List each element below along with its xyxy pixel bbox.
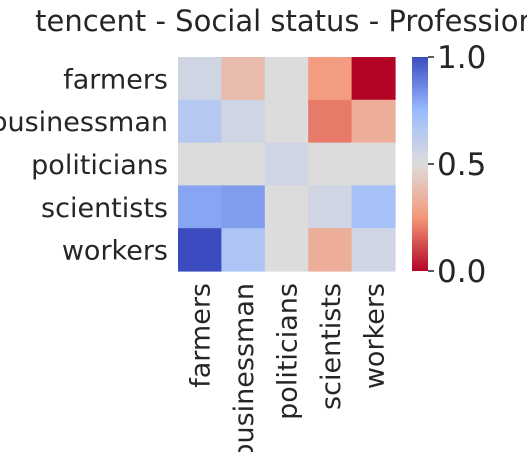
heatmap-cell-scientists-farmers bbox=[178, 185, 222, 229]
heatmap-cell-businessman-politicians bbox=[264, 99, 309, 144]
heatmap-cell-farmers-businessman bbox=[221, 57, 266, 101]
column-label-scientists: scientists bbox=[316, 283, 347, 410]
heatmap-cell-farmers-workers bbox=[351, 57, 396, 101]
heatmap-cell-politicians-businessman bbox=[221, 142, 266, 186]
column-label-politicians: politicians bbox=[273, 283, 304, 420]
heatmap-cell-politicians-politicians bbox=[264, 142, 309, 186]
heatmap-cell-workers-workers bbox=[351, 228, 396, 272]
heatmap-cell-workers-farmers bbox=[178, 228, 222, 272]
row-label-businessman: businessman bbox=[0, 107, 168, 138]
column-labels: farmers businessman politicians scientists w… bbox=[186, 283, 391, 452]
heatmap-cell-businessman-scientists bbox=[308, 99, 353, 144]
row-label-farmers: farmers bbox=[63, 64, 168, 95]
column-label-farmers: farmers bbox=[186, 283, 217, 388]
heatmap-cell-scientists-workers bbox=[351, 185, 396, 229]
heatmap-cell-workers-businessman bbox=[221, 228, 266, 272]
heatmap-cell-farmers-politicians bbox=[264, 57, 309, 101]
heatmap-cell-politicians-scientists bbox=[308, 142, 353, 186]
chart-title: tencent - Social status - Profession bbox=[35, 4, 527, 38]
row-label-workers: workers bbox=[62, 236, 168, 267]
heatmap-cell-workers-scientists bbox=[308, 228, 353, 272]
heatmap-cell-scientists-scientists bbox=[308, 185, 353, 229]
heatmap-cell-farmers-farmers bbox=[178, 57, 222, 101]
heatmap-cell-businessman-farmers bbox=[178, 99, 222, 144]
heatmap-cell-workers-politicians bbox=[264, 228, 309, 272]
heatmap-cell-businessman-businessman bbox=[221, 99, 266, 144]
heatmap-cell-businessman-workers bbox=[351, 99, 396, 144]
row-label-politicians: politicians bbox=[31, 150, 168, 181]
colorbar-gradient bbox=[412, 57, 428, 271]
heatmap-cell-farmers-scientists bbox=[308, 57, 353, 101]
row-labels: farmers businessman politicians scientists w… bbox=[0, 64, 168, 266]
heatmap-cell-scientists-politicians bbox=[264, 185, 309, 229]
colorbar: 0.0 0.5 1.0 bbox=[412, 40, 486, 290]
column-label-workers: workers bbox=[359, 283, 390, 389]
colorbar-tick-label: 1.0 bbox=[437, 40, 486, 76]
heatmap-cell-politicians-workers bbox=[351, 142, 396, 186]
column-label-businessman: businessman bbox=[229, 283, 260, 452]
heatmap-cell-politicians-farmers bbox=[178, 142, 222, 186]
heatmap-cells bbox=[178, 57, 396, 272]
colorbar-tick-label: 0.5 bbox=[437, 147, 486, 183]
heatmap-cell-scientists-businessman bbox=[221, 185, 266, 229]
row-label-scientists: scientists bbox=[41, 193, 168, 224]
colorbar-tick-label: 0.0 bbox=[437, 254, 486, 290]
